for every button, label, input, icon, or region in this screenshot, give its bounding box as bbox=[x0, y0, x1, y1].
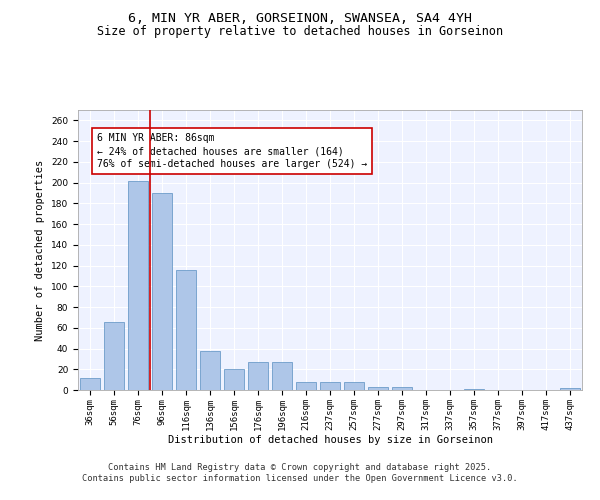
Bar bbox=[104, 322, 124, 390]
Bar bbox=[392, 387, 412, 390]
Bar bbox=[176, 270, 196, 390]
Bar bbox=[200, 350, 220, 390]
Bar bbox=[272, 362, 292, 390]
Text: Size of property relative to detached houses in Gorseinon: Size of property relative to detached ho… bbox=[97, 25, 503, 38]
Bar bbox=[248, 362, 268, 390]
Bar bbox=[560, 388, 580, 390]
Bar bbox=[464, 389, 484, 390]
Bar bbox=[344, 382, 364, 390]
Text: 6, MIN YR ABER, GORSEINON, SWANSEA, SA4 4YH: 6, MIN YR ABER, GORSEINON, SWANSEA, SA4 … bbox=[128, 12, 472, 26]
Bar bbox=[128, 180, 148, 390]
Text: Contains HM Land Registry data © Crown copyright and database right 2025.: Contains HM Land Registry data © Crown c… bbox=[109, 462, 491, 471]
Bar bbox=[368, 387, 388, 390]
Bar bbox=[320, 382, 340, 390]
Bar bbox=[224, 370, 244, 390]
Bar bbox=[152, 193, 172, 390]
Y-axis label: Number of detached properties: Number of detached properties bbox=[35, 160, 46, 340]
X-axis label: Distribution of detached houses by size in Gorseinon: Distribution of detached houses by size … bbox=[167, 436, 493, 446]
Bar bbox=[296, 382, 316, 390]
Text: Contains public sector information licensed under the Open Government Licence v3: Contains public sector information licen… bbox=[82, 474, 518, 483]
Text: 6 MIN YR ABER: 86sqm
← 24% of detached houses are smaller (164)
76% of semi-deta: 6 MIN YR ABER: 86sqm ← 24% of detached h… bbox=[97, 133, 367, 169]
Bar bbox=[80, 378, 100, 390]
